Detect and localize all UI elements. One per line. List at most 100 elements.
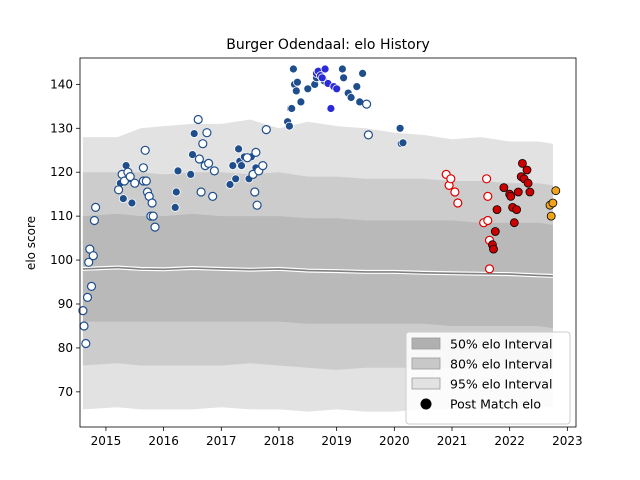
y-tick-label: 90 bbox=[58, 297, 73, 311]
legend: 50% elo Interval 80% elo Interval 95% elo … bbox=[405, 331, 571, 425]
elo-point bbox=[252, 200, 262, 210]
elo-point bbox=[242, 153, 252, 163]
elo-point bbox=[483, 191, 493, 201]
elo-point bbox=[140, 145, 150, 155]
elo-point bbox=[113, 185, 124, 195]
elo-point bbox=[234, 144, 244, 154]
elo-point bbox=[196, 187, 206, 197]
elo-point bbox=[198, 139, 208, 149]
elo-point bbox=[90, 202, 101, 212]
median-line bbox=[82, 265, 553, 278]
elo-point bbox=[209, 166, 219, 176]
elo-point bbox=[193, 114, 203, 125]
elo-point bbox=[489, 244, 498, 254]
elo-point bbox=[194, 154, 204, 164]
y-tick-label: 130 bbox=[50, 121, 73, 135]
legend-label: 80% elo Interval bbox=[450, 357, 552, 372]
elo-point bbox=[484, 264, 495, 274]
legend-swatch bbox=[411, 337, 441, 350]
x-tick-label: 2021 bbox=[437, 434, 468, 448]
x-tick-label: 2022 bbox=[494, 434, 525, 448]
elo-point bbox=[173, 166, 183, 176]
elo-point bbox=[88, 251, 98, 261]
median-line-path bbox=[82, 266, 553, 277]
elo-point bbox=[346, 93, 356, 102]
plot-frame bbox=[79, 57, 577, 428]
elo-point bbox=[450, 187, 460, 197]
y-tick-label: 100 bbox=[50, 253, 73, 267]
data-points bbox=[78, 64, 561, 349]
elo-point bbox=[188, 150, 197, 160]
elo-point bbox=[337, 64, 347, 74]
elo-point bbox=[225, 180, 235, 189]
elo-point bbox=[492, 205, 502, 215]
elo-point bbox=[398, 138, 408, 148]
legend-label: 95% elo Interval bbox=[450, 377, 552, 392]
elo-point bbox=[284, 121, 294, 131]
elo-point bbox=[490, 227, 500, 236]
elo-point bbox=[317, 73, 327, 83]
x-tick-label: 2016 bbox=[148, 434, 179, 448]
elo-point bbox=[81, 338, 91, 349]
elo-point bbox=[506, 191, 516, 201]
elo-point bbox=[127, 198, 137, 208]
elo-point bbox=[303, 84, 313, 94]
x-tick-label: 2015 bbox=[91, 434, 122, 448]
elo-point bbox=[130, 178, 140, 188]
elo-point bbox=[84, 257, 94, 267]
elo-point bbox=[258, 161, 268, 171]
x-tick-label: 2020 bbox=[379, 434, 410, 448]
elo-point bbox=[546, 211, 556, 221]
elo-point bbox=[86, 281, 97, 291]
elo-point bbox=[250, 187, 260, 197]
elo-point bbox=[189, 129, 199, 139]
elo-point bbox=[296, 97, 306, 107]
elo-point bbox=[509, 218, 519, 228]
y-tick-label: 80 bbox=[58, 341, 73, 355]
elo-point bbox=[237, 161, 246, 171]
elo-point bbox=[141, 176, 151, 186]
elo-point bbox=[261, 125, 271, 135]
elo-point bbox=[339, 73, 349, 83]
legend-swatch bbox=[411, 377, 441, 390]
elo-point bbox=[352, 82, 362, 91]
legend-swatch bbox=[411, 357, 441, 370]
x-tick-label: 2017 bbox=[206, 434, 237, 448]
elo-point bbox=[512, 205, 521, 215]
elo-point bbox=[522, 165, 532, 175]
x-tick-label: 2023 bbox=[552, 434, 583, 448]
x-tick-label: 2019 bbox=[321, 434, 352, 448]
elo-point bbox=[147, 198, 157, 208]
y-tick-label: 140 bbox=[50, 77, 73, 91]
elo-point bbox=[292, 77, 302, 87]
y-tick-label: 120 bbox=[50, 165, 73, 179]
elo-point bbox=[79, 321, 89, 331]
elo-point bbox=[150, 222, 160, 232]
elo-point bbox=[228, 161, 238, 171]
x-axis: 2015 2016 2017 2018 2019 2020 2021 2022 2023 bbox=[91, 427, 583, 448]
elo-point bbox=[395, 123, 405, 133]
elo-point bbox=[291, 86, 301, 96]
elo-point bbox=[186, 169, 196, 179]
elo-point bbox=[208, 191, 218, 201]
y-axis-label: elo score bbox=[24, 216, 38, 270]
legend-label: Post Match elo bbox=[450, 397, 541, 412]
elo-point bbox=[453, 198, 463, 208]
elo-point bbox=[118, 194, 128, 204]
elo-point bbox=[320, 64, 330, 74]
elo-point bbox=[251, 147, 261, 157]
elo-point bbox=[231, 174, 241, 184]
y-axis: 70 80 90 100 110 120 130 140 bbox=[50, 77, 80, 399]
elo-point bbox=[499, 183, 509, 193]
elo-point bbox=[148, 211, 158, 221]
elo-point bbox=[125, 172, 135, 182]
elo-point bbox=[363, 130, 373, 140]
elo-point bbox=[551, 186, 561, 196]
elo-point bbox=[171, 187, 181, 197]
elo-point bbox=[82, 292, 93, 302]
elo-point bbox=[204, 158, 214, 168]
chart-title: Burger Odendaal: elo History bbox=[226, 37, 430, 53]
y-tick-label: 70 bbox=[58, 385, 73, 399]
elo-point bbox=[482, 174, 492, 184]
